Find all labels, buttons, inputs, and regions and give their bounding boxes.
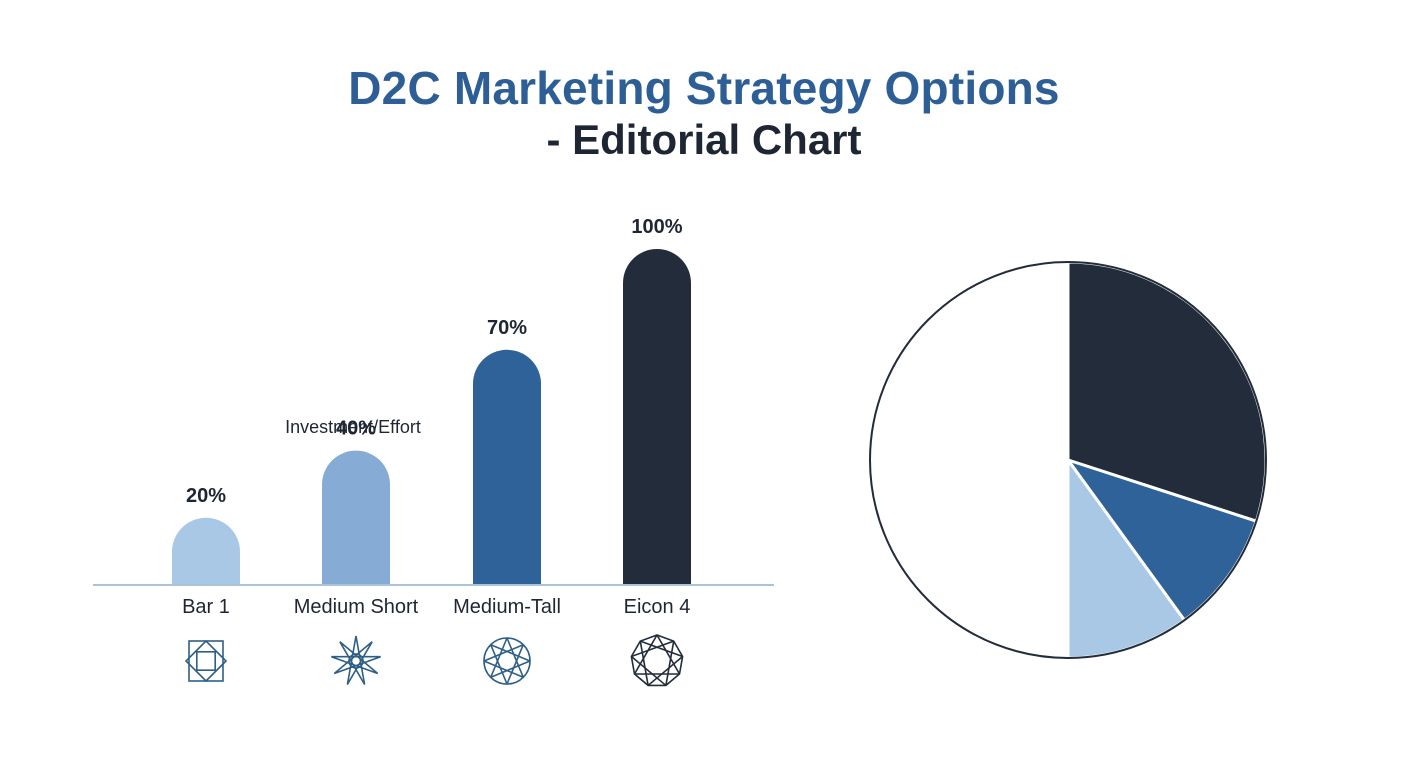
star-burst-icon bbox=[331, 635, 381, 685]
bar-icons bbox=[184, 634, 684, 687]
circle-lattice-icon bbox=[483, 637, 531, 685]
investment-effort-annotation: Investment/Effort bbox=[285, 417, 421, 437]
category-label: Bar 1 bbox=[182, 596, 230, 618]
category-label: Eicon 4 bbox=[624, 596, 691, 618]
bar-value-label: 40% bbox=[336, 418, 376, 440]
bar-value-label: 70% bbox=[487, 317, 527, 339]
bar-4 bbox=[623, 249, 691, 585]
chart-title: D2C Marketing Strategy Options bbox=[348, 62, 1060, 114]
pie-outline bbox=[869, 261, 1267, 659]
faceted-circle-icon bbox=[630, 634, 684, 687]
category-label: Medium-Tall bbox=[453, 596, 561, 618]
square-diamond-icon bbox=[184, 639, 228, 683]
bar-value-label: 20% bbox=[186, 485, 226, 507]
bar-2 bbox=[322, 450, 390, 585]
bar-value-label: 100% bbox=[631, 216, 682, 238]
chart-subtitle: - Editorial Chart bbox=[546, 116, 862, 163]
bar-3 bbox=[473, 349, 541, 585]
pie-slice-4 bbox=[868, 260, 1070, 660]
bar-chart: 20% Bar 1 40% Medium Short 70% Medium-Tall 100… bbox=[172, 216, 691, 618]
bar-1 bbox=[172, 517, 240, 585]
category-label: Medium Short bbox=[294, 596, 419, 618]
pie-chart bbox=[868, 260, 1268, 660]
